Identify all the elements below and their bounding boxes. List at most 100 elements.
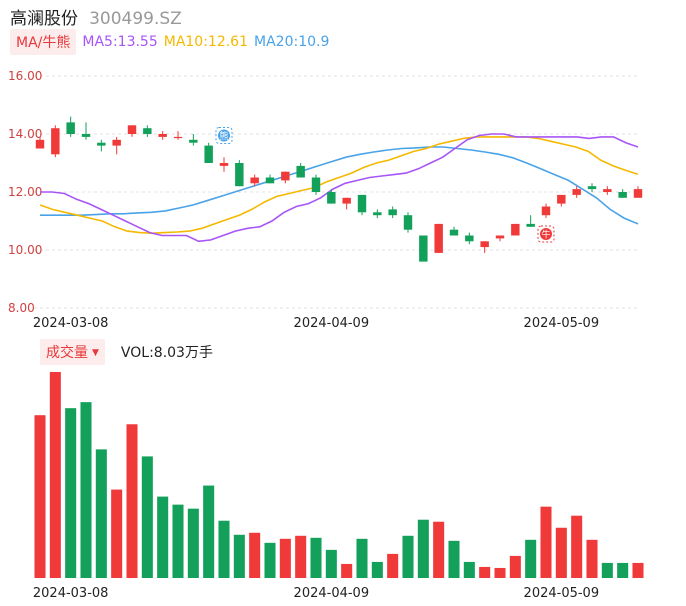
y-tick-label: 8.00 [8,301,35,315]
candle-body [373,212,382,216]
candle-body [158,134,167,137]
bear-marker-icon: 熊 [215,126,233,144]
stock-name: 高澜股份 [10,9,78,29]
y-tick-label: 12.00 [8,185,42,199]
volume-bar [540,506,552,578]
volume-bar [141,456,153,578]
y-tick-label: 10.00 [8,243,42,257]
x-tick-label: 2024-04-09 [294,316,370,331]
volume-bar [479,566,491,578]
volume-bar [371,561,383,578]
volume-bar [187,508,199,578]
volume-bar [601,562,613,578]
volume-x-tick-label: 2024-04-09 [294,586,370,601]
bear-marker-icon-dot [218,129,230,142]
volume-bar [65,408,77,578]
x-tick-label: 2024-03-08 [33,316,109,331]
candle-body [35,139,45,149]
volume-bar [617,562,629,578]
volume-bar [433,521,445,578]
volume-value: VOL:8.03万手 [120,345,213,361]
candle-body [143,128,152,134]
candle-body [357,194,367,213]
candle-body [465,235,474,242]
candle-body [112,139,121,146]
price-date-axis: 2024-03-08 2024-04-09 2024-05-09 [33,316,599,331]
volume-toggle-label: 成交量 [46,345,88,361]
ma20-polyline [40,146,639,225]
candle-body [434,223,443,253]
markers: 熊牛 [215,126,555,243]
candle-body [511,223,520,236]
volume-bar [586,539,598,578]
bull-marker-icon: 牛 [537,225,555,243]
candle-body [633,189,643,198]
candle-body [327,192,336,204]
volume-date-axis: 2024-03-08 2024-04-09 2024-05-09 [33,586,599,601]
price-grid [34,75,640,309]
candle-body [495,235,505,239]
candle-body [572,189,581,195]
ma5-line [40,133,639,243]
candle-body [81,134,91,137]
candle-body [388,209,397,216]
volume-bar [249,532,261,578]
volume-bar [279,538,291,578]
ma5-polyline [40,133,639,243]
ma10-polyline [39,136,639,235]
volume-legend: 成交量 ▼ VOL:8.03万手 [40,339,213,365]
ma-toggle-button[interactable]: MA/牛熊 [10,29,77,55]
stock-code: 300499.SZ [89,9,182,29]
volume-bar [341,563,353,578]
volume-bar [264,542,276,578]
candle-body [281,171,290,181]
volume-bar [157,496,169,578]
candle-body [219,163,229,166]
candle-body [250,177,259,184]
volume-bar [402,535,414,578]
ma20-value: MA20:10.9 [254,34,330,50]
candle-body [296,165,305,178]
volume-bar [632,562,644,578]
bull-marker-icon-dot [540,228,552,241]
volume-bar [310,537,322,578]
volume-bar [49,372,61,578]
volume-bar [356,538,368,578]
candle-body [403,215,413,230]
candle-body [66,122,75,134]
candle-body [419,235,428,262]
candles [35,116,643,262]
volume-bar [571,515,583,578]
candle-body [235,163,244,187]
volume-bar [34,415,46,578]
ma10-value: MA10:12.61 [163,34,249,50]
volume-bar [525,539,537,578]
price-axis: 16.00 14.00 12.00 10.00 8.00 [8,69,42,315]
volume-toggle-button[interactable]: 成交量 ▼ [40,339,105,365]
candle-body [265,177,275,184]
candle-body [51,128,60,155]
candle-body [526,223,535,227]
ma-toggle-label: MA/牛熊 [16,35,71,51]
volume-bar [448,540,460,578]
volume-bar [126,424,138,578]
candle-body [449,229,459,236]
bear-marker-icon-label: 熊 [219,130,228,142]
bull-marker-icon-label: 牛 [541,229,550,241]
candle-body [603,189,612,192]
candle-body [204,145,213,163]
candle-body [127,125,137,134]
volume-bar [494,567,506,578]
volume-bar [203,485,215,578]
volume-bar [218,520,230,578]
volume-bar [172,504,184,578]
volume-bar [387,553,399,578]
volume-bar [417,519,429,578]
volume-bars [34,372,644,578]
y-tick-label: 14.00 [8,127,42,141]
candle-body [189,139,198,143]
volume-bar [463,561,475,578]
ma20-line [40,146,639,225]
triangle-down-icon: ▼ [92,348,99,358]
